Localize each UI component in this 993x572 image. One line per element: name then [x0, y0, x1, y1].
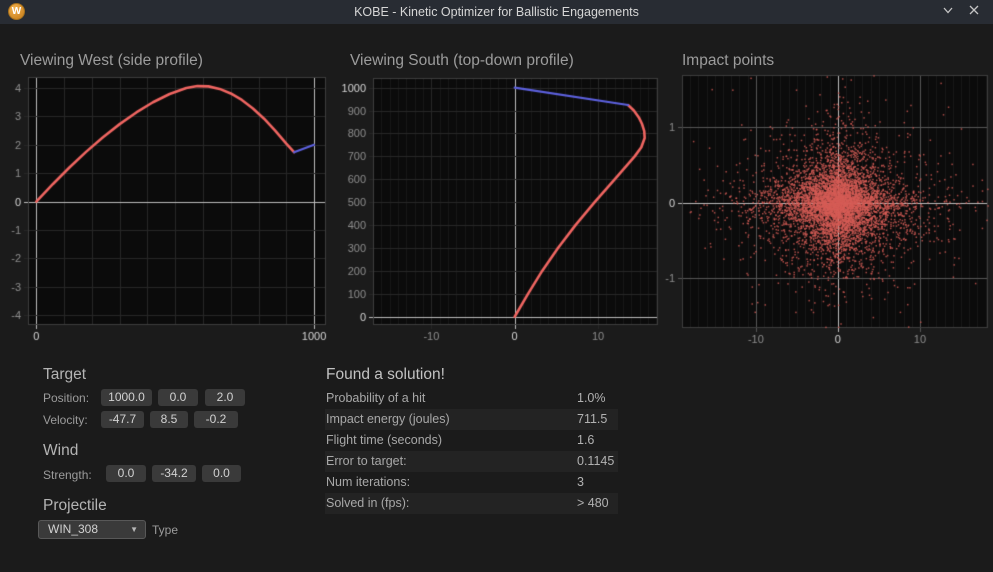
projectile-type-dropdown[interactable]: WIN_308 ▼	[38, 520, 146, 539]
chart-title-topdown-profile: Viewing South (top-down profile)	[350, 52, 574, 69]
wind-strength-x-field[interactable]: 0.0	[106, 465, 146, 482]
chart-side-profile[interactable]	[6, 72, 336, 344]
target-position-label: Position:	[43, 391, 90, 405]
target-velocity-x-field[interactable]: -47.7	[101, 411, 144, 428]
solution-row-value: > 480	[577, 496, 609, 510]
close-button[interactable]	[963, 0, 985, 24]
target-velocity-y-field[interactable]: 8.5	[150, 411, 188, 428]
projectile-type-value: WIN_308	[48, 522, 99, 536]
titlebar: W KOBE - Kinetic Optimizer for Ballistic…	[0, 0, 993, 24]
wind-strength-z-field[interactable]: 0.0	[202, 465, 241, 482]
projectile-heading: Projectile	[43, 497, 107, 514]
solution-row-label: Solved in (fps):	[326, 496, 410, 510]
target-position-x-field[interactable]: 1000.0	[101, 389, 152, 406]
solution-row-value: 1.0%	[577, 391, 606, 405]
chart-impact-points[interactable]	[658, 68, 993, 344]
target-velocity-z-field[interactable]: -0.2	[194, 411, 238, 428]
minimize-button[interactable]	[937, 0, 959, 24]
chart-topdown-profile[interactable]	[338, 72, 668, 344]
target-heading: Target	[43, 366, 87, 383]
window-title: KOBE - Kinetic Optimizer for Ballistic E…	[354, 5, 639, 19]
solution-row-value: 711.5	[577, 412, 608, 426]
chart-title-impact-points: Impact points	[682, 52, 775, 69]
solution-row-label: Probability of a hit	[326, 391, 426, 405]
projectile-type-label: Type	[152, 523, 179, 537]
app-icon: W	[8, 3, 25, 20]
solution-row-flight-time: Flight time (seconds) 1.6	[325, 430, 618, 451]
chevron-down-icon	[942, 3, 954, 21]
solution-row-label: Impact energy (joules)	[326, 412, 450, 426]
solution-row-solved-fps: Solved in (fps): > 480	[325, 493, 618, 514]
solution-row-label: Error to target:	[326, 454, 407, 468]
solution-row-probability: Probability of a hit 1.0%	[325, 388, 618, 409]
solution-heading: Found a solution!	[326, 366, 445, 383]
solution-row-label: Flight time (seconds)	[326, 433, 443, 447]
solution-row-value: 1.6	[577, 433, 595, 447]
target-velocity-label: Velocity:	[43, 413, 88, 427]
target-position-y-field[interactable]: 0.0	[158, 389, 198, 406]
dropdown-arrow-icon: ▼	[130, 525, 138, 534]
wind-heading: Wind	[43, 442, 79, 459]
solution-row-error: Error to target: 0.1145	[325, 451, 618, 472]
app-icon-letter: W	[11, 6, 22, 17]
chart-title-side-profile: Viewing West (side profile)	[20, 52, 203, 69]
solution-row-label: Num iterations:	[326, 475, 411, 489]
solution-row-value: 0.1145	[577, 454, 615, 468]
close-icon	[968, 3, 980, 21]
wind-strength-label: Strength:	[43, 468, 92, 482]
solution-row-iterations: Num iterations: 3	[325, 472, 618, 493]
target-position-z-field[interactable]: 2.0	[205, 389, 245, 406]
wind-strength-y-field[interactable]: -34.2	[152, 465, 196, 482]
solution-row-value: 3	[577, 475, 584, 489]
solution-row-impact-energy: Impact energy (joules) 711.5	[325, 409, 618, 430]
